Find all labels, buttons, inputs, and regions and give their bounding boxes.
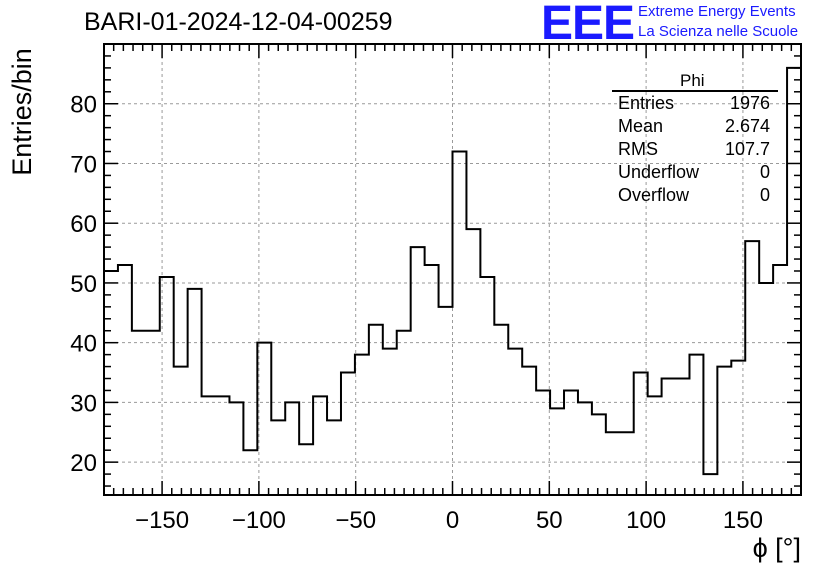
y-tick-label: 50 bbox=[70, 271, 97, 298]
x-tick-label: −50 bbox=[335, 507, 376, 534]
stat-key: Entries bbox=[618, 93, 675, 113]
stat-value: 107.7 bbox=[724, 139, 770, 159]
x-tick-label: 50 bbox=[536, 507, 563, 534]
y-tick-label: 70 bbox=[70, 151, 97, 178]
stats-title: Phi bbox=[680, 71, 705, 90]
stat-key: Underflow bbox=[618, 162, 700, 182]
y-tick-label: 30 bbox=[70, 390, 97, 417]
y-tick-label: 80 bbox=[70, 92, 97, 119]
stat-value: 1976 bbox=[729, 93, 770, 113]
logo-subtitle-1: Extreme Energy Events bbox=[638, 3, 796, 20]
eee-logo: EEE bbox=[541, 0, 635, 50]
x-tick-label: 100 bbox=[626, 507, 666, 534]
stat-value: 0 bbox=[759, 185, 770, 205]
x-tick-label: 0 bbox=[446, 507, 459, 534]
x-axis-label: ϕ [°] bbox=[753, 533, 801, 563]
logo-subtitle-2: La Scienza nelle Scuole bbox=[638, 23, 799, 40]
stat-key: Mean bbox=[618, 116, 664, 136]
histogram-series bbox=[103, 66, 802, 495]
y-axis-label: Entries/bin bbox=[7, 48, 37, 176]
stat-key: Overflow bbox=[618, 185, 690, 205]
stat-value: 2.674 bbox=[724, 116, 770, 136]
x-tick-label: −100 bbox=[232, 507, 286, 534]
stat-value: 0 bbox=[759, 162, 770, 182]
y-tick-label: 60 bbox=[70, 211, 97, 238]
run-title: BARI-01-2024-12-04-00259 bbox=[84, 8, 393, 36]
tick-labels: −150 −100 −50 0 50 100 150 20 30 40 50 60 70 80 bbox=[70, 92, 763, 534]
y-tick-label: 40 bbox=[70, 331, 97, 358]
stat-key: RMS bbox=[618, 139, 658, 159]
stats-divider bbox=[612, 90, 778, 92]
y-tick-label: 20 bbox=[70, 450, 97, 477]
x-tick-label: −150 bbox=[135, 507, 189, 534]
x-tick-label: 150 bbox=[723, 507, 763, 534]
axis-ticks bbox=[104, 44, 801, 495]
